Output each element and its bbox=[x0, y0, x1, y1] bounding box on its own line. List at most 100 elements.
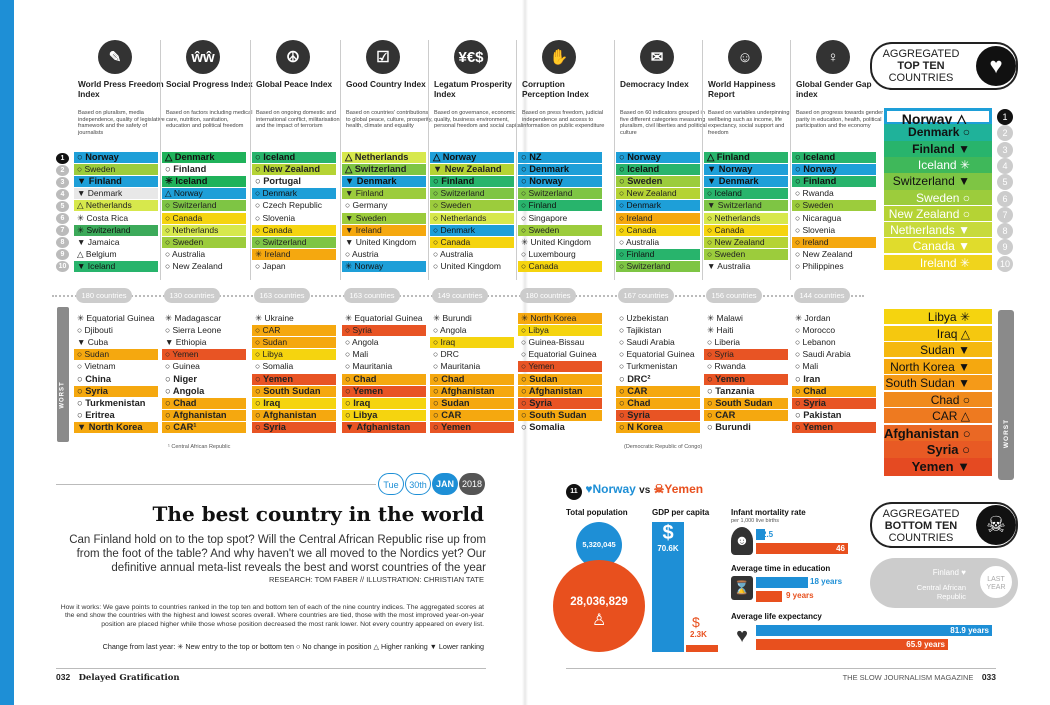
worst-entry: ▼ Ethiopia bbox=[165, 337, 207, 348]
page-number-right: 033 bbox=[981, 672, 996, 682]
best-entry: ○ Luxembourg bbox=[521, 248, 576, 259]
worst-entry: ○ Chad bbox=[616, 397, 700, 409]
index-column-2: ŵŵ Social Progress Index Based on factors … bbox=[166, 40, 254, 130]
best-entry: ○ Finland bbox=[518, 200, 602, 212]
top-ten-rank: 4 bbox=[997, 157, 1013, 174]
vs-yemen: Yemen bbox=[664, 482, 704, 496]
best-entry: ○ Sweden bbox=[792, 200, 876, 212]
index-column-5: ¥€$ Legatum Prosperity Index Based on gove… bbox=[434, 40, 522, 130]
best-entry: ○ Iceland bbox=[704, 188, 788, 200]
index-column-9: ♀ Global Gender Gap index Based on progres… bbox=[796, 40, 884, 130]
worst-entry: ○ CAR bbox=[704, 409, 788, 421]
vs-header: 11 ♥Norway vs ☠Yemen bbox=[566, 480, 726, 500]
footer-right: THE SLOW JOURNALISM MAGAZINE 033 bbox=[566, 668, 996, 688]
best-entry: ▼ Denmark bbox=[704, 176, 788, 188]
gdp-yemen-value: 2.3K bbox=[690, 630, 707, 639]
dollar-icon: $ bbox=[662, 522, 674, 544]
life-yemen-bar: 65.9 years bbox=[756, 639, 948, 650]
country-count: 180 countries bbox=[520, 288, 576, 303]
worst-entry: ✳ North Korea bbox=[518, 313, 602, 324]
best-entry: ▼ United Kingdom bbox=[345, 236, 417, 247]
worst-entry: ○ Libya bbox=[518, 325, 602, 337]
worst-entry: ▼ North Korea bbox=[74, 421, 158, 433]
column-divider bbox=[250, 40, 251, 280]
agg-top-line3: COUNTRIES bbox=[888, 72, 954, 84]
top-ten-rank: 1 bbox=[997, 109, 1013, 125]
vs-word: vs bbox=[639, 485, 651, 496]
best-entry: ○ NZ bbox=[518, 152, 602, 163]
best-entry: ✳ Switzerland bbox=[74, 224, 158, 236]
best-entry: ○ Rwanda bbox=[795, 188, 834, 199]
population-label: Total population bbox=[566, 508, 628, 517]
top-ten-entry: Finland ▼ bbox=[884, 140, 992, 158]
worst-entry: ○ Lebanon bbox=[795, 337, 836, 348]
life-heart-icon: ♥ bbox=[736, 625, 748, 647]
column-divider bbox=[614, 40, 615, 280]
best-entry: △ Belgium bbox=[77, 248, 117, 259]
worst-entry: ○ Sudan bbox=[518, 373, 602, 385]
best-entry: ○ Philippines bbox=[795, 260, 844, 271]
best-entry: ○ Switzerland bbox=[518, 188, 602, 200]
bottom-ten-entry: Iraq △ bbox=[884, 325, 992, 341]
best-entry: △ Netherlands bbox=[342, 152, 426, 163]
worst-entry: ○ Mali bbox=[345, 349, 369, 360]
last-year-car: Central African Republic bbox=[916, 583, 966, 601]
education-icon: ⌛ bbox=[731, 576, 753, 600]
top-ten-rank: 2 bbox=[997, 125, 1013, 142]
worst-entry: ○ Sudan bbox=[430, 397, 514, 409]
worst-entry: ○ Morocco bbox=[795, 325, 836, 336]
worst-entry: ✳ Burundi bbox=[433, 313, 472, 323]
worst-entry: ○ Tanzania bbox=[707, 385, 755, 396]
yemen-skull-icon: ☠ bbox=[653, 482, 665, 496]
agg-bottom-line1: AGGREGATED bbox=[882, 508, 960, 520]
top-ten-rank: 10 bbox=[997, 255, 1013, 272]
last-year-finland: Finland ♥ bbox=[932, 568, 966, 577]
country-count: 149 countries bbox=[432, 288, 488, 303]
infant-mortality-sub: per 1,000 live births bbox=[731, 518, 779, 524]
page-number-left: 032 bbox=[56, 672, 71, 682]
ballot-icon: ✉ bbox=[640, 40, 674, 74]
bottom-ten-entry: CAR △ bbox=[884, 408, 992, 423]
peace-icon: ☮ bbox=[276, 40, 310, 74]
aggregated-bottom-label: AGGREGATED BOTTOM TEN COUNTRIES bbox=[870, 502, 1018, 548]
agg-top-line2: TOP TEN bbox=[897, 60, 945, 72]
best-entry: ✳ United Kingdom bbox=[521, 236, 591, 247]
index-description: Based on 60 indicators grouped in five d… bbox=[620, 110, 707, 136]
worst-entry: ○ Iraq bbox=[430, 337, 514, 349]
worst-entry: ○ Saudi Arabia bbox=[795, 349, 851, 360]
best-entry: ○ Denmark bbox=[518, 164, 602, 176]
baby-icon: ☻ bbox=[731, 527, 753, 555]
best-entry: ○ Portugal bbox=[255, 176, 301, 187]
best-entry: ○ Sweden bbox=[704, 248, 788, 260]
worst-entry: ▼ Cuba bbox=[77, 337, 109, 348]
best-entry: ○ Iceland bbox=[792, 152, 876, 163]
currency-icon: ¥€$ bbox=[454, 40, 488, 74]
life-expectancy-label: Average life expectancy bbox=[731, 612, 822, 621]
country-count: 156 countries bbox=[706, 288, 762, 303]
best-entry: ▼ Australia bbox=[707, 260, 751, 271]
female-icon: ♀ bbox=[816, 40, 850, 74]
intro-text: Can Finland hold on to the top spot? Wil… bbox=[69, 534, 486, 574]
worst-entry: ○ Yemen bbox=[252, 373, 336, 385]
worst-entry: ○ Mauritania bbox=[345, 361, 393, 372]
rank-number: 4 bbox=[56, 188, 69, 200]
best-entry: ○ Finland bbox=[792, 176, 876, 188]
worst-entry: ○ Syria bbox=[342, 325, 426, 337]
skull-icon: ☠ bbox=[976, 505, 1016, 545]
best-entry: ○ United Kingdom bbox=[433, 260, 501, 271]
worst-entry: ○ Angola bbox=[345, 337, 379, 348]
worst-entry: ○ China bbox=[77, 373, 112, 384]
worst-entry: ○ Mauritania bbox=[433, 361, 481, 372]
worst-label-bar: WORST bbox=[57, 307, 69, 442]
index-title: Corruption Perception Index bbox=[522, 79, 589, 99]
worst-entry: ○ Angola bbox=[165, 385, 205, 396]
best-entry: ▼ Ireland bbox=[342, 224, 426, 236]
credit-line: RESEARCH: TOM FABER // ILLUSTRATION: CHR… bbox=[268, 575, 484, 584]
best-entry: ▼ Sweden bbox=[342, 212, 426, 224]
index-description: Based on countries' contributions to glo… bbox=[346, 110, 433, 130]
bottom-ten-entry: South Sudan ▼ bbox=[884, 375, 992, 390]
edu-yemen-value: 9 years bbox=[786, 591, 814, 600]
worst-entry: ○ N Korea bbox=[616, 421, 700, 433]
vs-norway: Norway bbox=[592, 482, 636, 496]
worst-entry: ○ CAR¹ bbox=[162, 421, 246, 433]
